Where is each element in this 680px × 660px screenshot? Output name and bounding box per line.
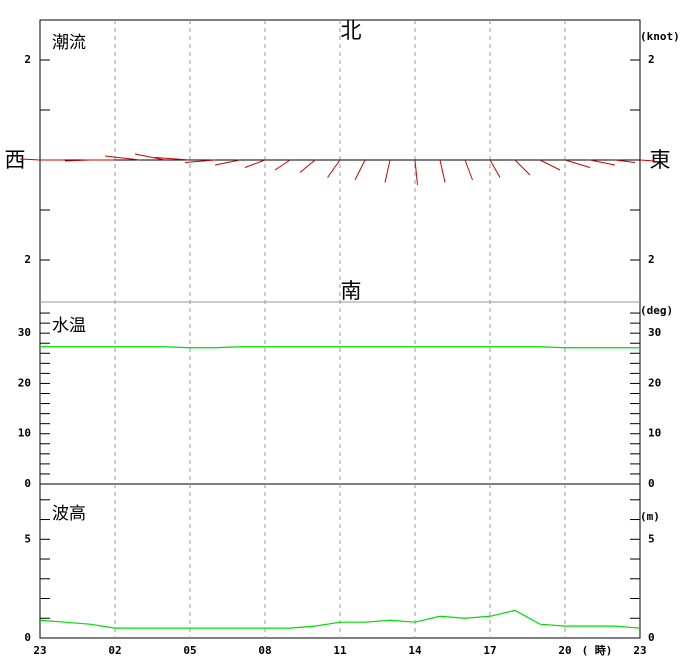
vector — [134, 153, 166, 161]
vector — [104, 155, 141, 161]
vector — [354, 159, 366, 181]
x-tick-label: 08 — [258, 644, 271, 657]
y-tick-label: 2 — [648, 53, 655, 66]
vector — [414, 159, 418, 186]
y-tick-label: 0 — [648, 631, 655, 644]
compass-west: 西 — [5, 148, 26, 172]
line-series — [40, 346, 640, 349]
vector — [154, 157, 191, 161]
compass-east: 東 — [650, 148, 671, 172]
vector — [274, 159, 291, 171]
y-tick-label: 0 — [648, 477, 655, 490]
y-tick-label: 20 — [648, 376, 661, 389]
y-tick-label: 5 — [24, 532, 31, 545]
line-series — [39, 609, 641, 629]
y-tick-label: 10 — [18, 427, 31, 440]
vector — [614, 159, 636, 163]
y-tick-label: 10 — [648, 427, 661, 440]
unit-label: (knot) — [640, 30, 680, 43]
vector — [639, 159, 656, 162]
plot-frame — [39, 19, 641, 639]
vector — [384, 159, 391, 183]
panel-title: 潮流 — [52, 33, 86, 53]
vector — [439, 159, 446, 183]
x-tick-label: 20 — [558, 644, 571, 657]
y-tick-label: 2 — [24, 53, 31, 66]
y-tick-label: 5 — [648, 532, 655, 545]
y-tick-label: 2 — [24, 253, 31, 266]
vector — [214, 159, 241, 166]
vector — [299, 159, 316, 173]
unit-label: (m) — [640, 510, 660, 523]
y-tick-label: 30 — [18, 326, 31, 339]
vector — [244, 159, 266, 168]
vector — [489, 159, 501, 178]
y-tick-label: 2 — [648, 253, 655, 266]
y-tick-label: 20 — [18, 376, 31, 389]
vector — [564, 159, 591, 168]
x-tick-label: 05 — [183, 644, 196, 657]
x-tick-label: 02 — [108, 644, 121, 657]
x-tick-label: 23 — [633, 644, 646, 657]
x-axis-label: ( 時) — [582, 643, 613, 657]
x-tick-label: 11 — [333, 644, 347, 657]
unit-label: (deg) — [640, 304, 673, 317]
x-tick-label: 17 — [483, 644, 496, 657]
x-tick-label: 14 — [408, 644, 422, 657]
x-tick-label: 23 — [33, 644, 46, 657]
y-tick-label: 30 — [648, 326, 661, 339]
vector — [514, 159, 531, 176]
panel-title: 波高 — [52, 504, 86, 524]
vector — [184, 159, 216, 163]
vector — [539, 159, 561, 171]
compass-north: 北 — [341, 19, 362, 43]
compass-south: 南 — [341, 279, 362, 303]
y-tick-label: 0 — [24, 477, 31, 490]
panel-title: 水温 — [52, 316, 86, 336]
vector — [589, 159, 616, 166]
vector — [327, 159, 341, 178]
vector — [464, 159, 473, 181]
y-tick-label: 0 — [24, 631, 31, 644]
vector — [19, 158, 41, 161]
